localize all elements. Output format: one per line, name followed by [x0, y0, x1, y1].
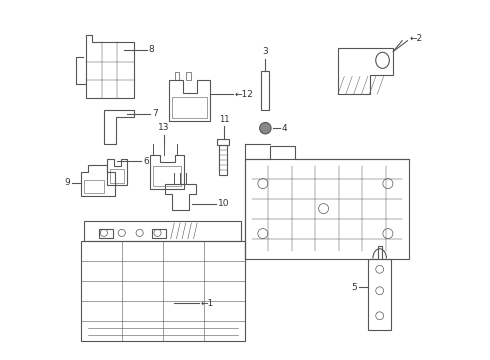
Text: 3: 3: [262, 47, 268, 56]
Bar: [172, 98, 207, 118]
Bar: [174, 72, 179, 80]
Text: 8: 8: [148, 45, 154, 54]
Text: ←1: ←1: [200, 299, 214, 308]
Bar: [218, 139, 229, 145]
Text: 11: 11: [219, 115, 229, 124]
Bar: [153, 166, 181, 186]
Bar: [110, 169, 124, 183]
Bar: [152, 229, 167, 238]
Bar: [220, 145, 227, 175]
Bar: [186, 72, 191, 80]
Circle shape: [260, 122, 271, 134]
Bar: [83, 180, 104, 193]
Text: 10: 10: [218, 199, 230, 208]
Text: 9: 9: [64, 178, 70, 187]
Text: 4: 4: [281, 124, 287, 133]
Text: 6: 6: [143, 157, 149, 166]
Text: 7: 7: [152, 109, 158, 118]
Text: ←2: ←2: [409, 35, 422, 44]
Bar: [98, 229, 113, 238]
Text: 13: 13: [158, 123, 170, 132]
Bar: [261, 71, 269, 111]
Text: 5: 5: [352, 283, 358, 292]
Text: ←12: ←12: [235, 90, 253, 99]
